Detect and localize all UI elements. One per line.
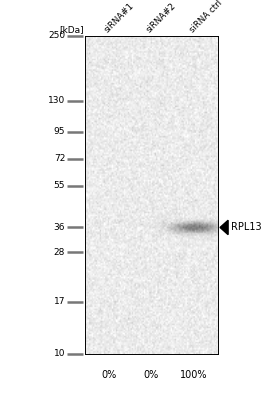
Text: 28: 28	[54, 248, 65, 257]
Text: [kDa]: [kDa]	[59, 25, 83, 34]
Text: RPL13: RPL13	[231, 222, 261, 232]
Text: 0%: 0%	[101, 370, 116, 380]
Text: siRNA#1: siRNA#1	[102, 1, 136, 34]
Text: 72: 72	[54, 154, 65, 164]
Text: 95: 95	[54, 127, 65, 136]
Text: siRNA ctrl: siRNA ctrl	[187, 0, 224, 34]
Text: 0%: 0%	[144, 370, 159, 380]
Text: 10: 10	[54, 350, 65, 358]
Text: 130: 130	[48, 96, 65, 105]
Text: 100%: 100%	[180, 370, 208, 380]
Text: 250: 250	[48, 32, 65, 40]
Text: 17: 17	[54, 297, 65, 306]
Text: siRNA#2: siRNA#2	[145, 1, 178, 34]
Text: 55: 55	[54, 181, 65, 190]
Text: 36: 36	[54, 223, 65, 232]
